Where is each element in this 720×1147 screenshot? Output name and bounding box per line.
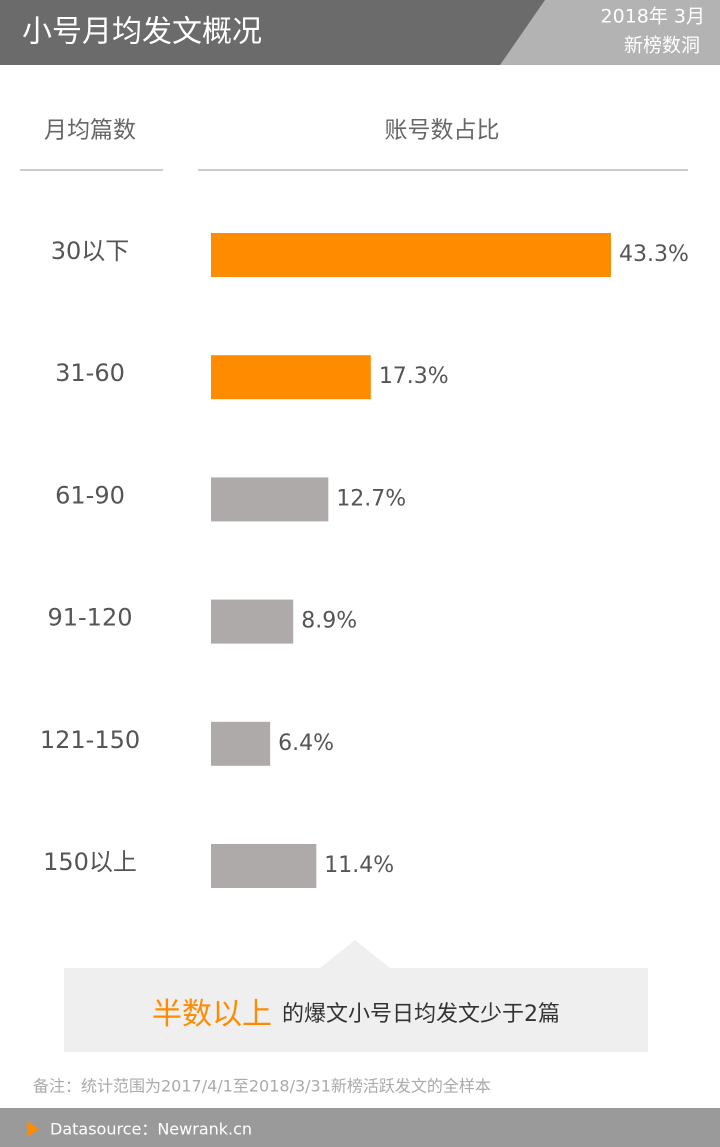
category-label: 31-60: [55, 359, 125, 387]
callout-box: [64, 968, 648, 1052]
header-title: 小号月均发文概况: [22, 15, 262, 50]
bar-chart: 30以下 43.3% 31-60 17.3% 61-90 12.7% 91-120 8.9% 1…: [40, 233, 689, 888]
category-label: 91-120: [47, 604, 132, 632]
value-label: 11.4%: [324, 853, 394, 878]
value-label: 12.7%: [336, 486, 406, 511]
header-brand: 新榜数洞: [624, 35, 700, 57]
value-label: 43.3%: [619, 242, 689, 267]
footer-source: Datasource：Newrank.cn: [50, 1120, 252, 1139]
value-label: 6.4%: [278, 731, 334, 756]
bar: [211, 721, 271, 766]
value-header: 账号数占比: [385, 118, 500, 144]
category-label: 150以上: [43, 848, 137, 876]
callout-pointer: [320, 940, 390, 968]
bar: [211, 233, 611, 277]
bar: [211, 355, 371, 400]
bar: [211, 844, 317, 888]
note: 备注：统计范围为2017/4/1至2018/3/31新榜活跃发文的全样本: [33, 1077, 491, 1096]
header-title-band: [0, 0, 545, 65]
category-label: 30以下: [51, 237, 130, 265]
bar: [211, 477, 329, 522]
callout-text: 的爆文小号日均发文少于2篇: [282, 1002, 560, 1027]
footer-arrow: [27, 1121, 39, 1137]
category-label: 121-150: [40, 726, 140, 754]
header-date: 2018年 3月: [601, 6, 705, 28]
category-label: 61-90: [55, 481, 125, 509]
footer-bar: [0, 1108, 720, 1147]
bar: [211, 599, 294, 644]
callout-highlight: 半数以上: [152, 997, 272, 1032]
category-header: 月均篇数: [44, 118, 136, 144]
value-label: 8.9%: [301, 609, 357, 634]
value-label: 17.3%: [379, 364, 449, 389]
callout: 半数以上 的爆文小号日均发文少于2篇: [152, 997, 560, 1032]
